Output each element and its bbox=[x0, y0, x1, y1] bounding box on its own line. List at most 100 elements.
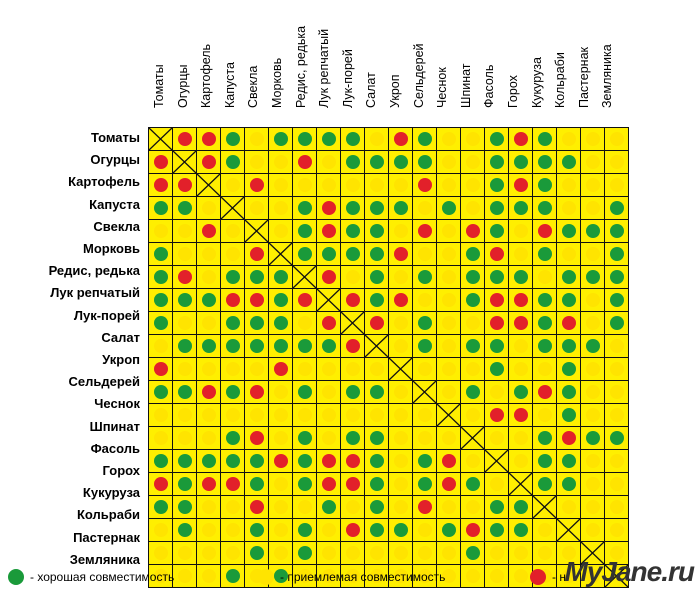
good-dot-icon bbox=[177, 384, 192, 399]
compatibility-cell bbox=[244, 518, 269, 542]
row-label: Сельдерей bbox=[68, 374, 140, 390]
acceptable-dot-icon bbox=[369, 545, 384, 560]
good-dot-icon bbox=[273, 315, 288, 330]
bad-dot-icon bbox=[321, 476, 336, 491]
column-label-text: Фасоль bbox=[482, 64, 497, 108]
compatibility-cell bbox=[484, 380, 509, 404]
compatibility-cell bbox=[316, 541, 341, 565]
compatibility-cell bbox=[508, 242, 533, 266]
compatibility-cell bbox=[292, 127, 317, 151]
compatibility-cell bbox=[148, 403, 173, 427]
bad-dot-icon bbox=[225, 476, 240, 491]
compatibility-cell bbox=[412, 288, 437, 312]
good-dot-icon bbox=[273, 269, 288, 284]
acceptable-dot-icon bbox=[345, 269, 360, 284]
compatibility-cell bbox=[484, 426, 509, 450]
column-label-text: Лук-порей bbox=[340, 49, 355, 108]
compatibility-cell bbox=[292, 173, 317, 197]
acceptable-dot-icon bbox=[441, 154, 456, 169]
row-label: Шпинат bbox=[89, 418, 140, 434]
compatibility-cell bbox=[508, 380, 533, 404]
acceptable-dot-icon bbox=[177, 361, 192, 376]
acceptable-dot-icon bbox=[273, 177, 288, 192]
compatibility-cell bbox=[508, 196, 533, 220]
good-dot-icon bbox=[273, 568, 288, 583]
acceptable-dot-icon bbox=[585, 177, 600, 192]
bad-dot-icon bbox=[249, 384, 264, 399]
yellow-dot-icon bbox=[258, 569, 274, 585]
compatibility-cell bbox=[436, 265, 461, 289]
good-dot-icon bbox=[177, 292, 192, 307]
bad-dot-icon bbox=[465, 223, 480, 238]
good-dot-icon bbox=[513, 384, 528, 399]
compatibility-cell bbox=[604, 288, 629, 312]
good-dot-icon bbox=[609, 430, 624, 445]
compatibility-cell bbox=[196, 449, 221, 473]
row-label: Лук репчатый bbox=[50, 285, 140, 301]
compatibility-cell bbox=[292, 541, 317, 565]
compatibility-cell bbox=[172, 518, 197, 542]
acceptable-dot-icon bbox=[225, 522, 240, 537]
compatibility-cell bbox=[268, 311, 293, 335]
compatibility-cell bbox=[172, 242, 197, 266]
compatibility-cell bbox=[604, 334, 629, 358]
compatibility-cell bbox=[316, 196, 341, 220]
compatibility-cell bbox=[364, 426, 389, 450]
compatibility-cell bbox=[148, 472, 173, 496]
acceptable-dot-icon bbox=[201, 200, 216, 215]
compatibility-cell bbox=[412, 265, 437, 289]
compatibility-cell bbox=[412, 127, 437, 151]
good-dot-icon bbox=[561, 476, 576, 491]
good-dot-icon bbox=[297, 338, 312, 353]
row-label: Огурцы bbox=[90, 152, 140, 168]
bad-dot-icon bbox=[345, 292, 360, 307]
compatibility-cell bbox=[268, 380, 293, 404]
compatibility-cell bbox=[388, 311, 413, 335]
good-dot-icon bbox=[153, 292, 168, 307]
compatibility-cell bbox=[364, 127, 389, 151]
diagonal-cross-cell bbox=[508, 472, 533, 496]
grid-table bbox=[148, 127, 629, 588]
acceptable-dot-icon bbox=[465, 499, 480, 514]
compatibility-cell bbox=[508, 564, 533, 588]
bad-dot-icon bbox=[513, 131, 528, 146]
compatibility-cell bbox=[196, 518, 221, 542]
bad-dot-icon bbox=[489, 292, 504, 307]
column-label-text: Капуста bbox=[222, 62, 237, 108]
compatibility-cell bbox=[556, 150, 581, 174]
acceptable-dot-icon bbox=[465, 154, 480, 169]
acceptable-dot-icon bbox=[393, 453, 408, 468]
good-dot-icon bbox=[537, 315, 552, 330]
compatibility-cell bbox=[316, 449, 341, 473]
row-label: Кукуруза bbox=[82, 485, 140, 501]
column-label: Чеснок bbox=[435, 4, 451, 122]
acceptable-dot-icon bbox=[561, 568, 576, 583]
compatibility-cell bbox=[388, 219, 413, 243]
acceptable-dot-icon bbox=[585, 246, 600, 261]
compatibility-cell bbox=[580, 449, 605, 473]
compatibility-cell bbox=[460, 265, 485, 289]
column-label-text: Шпинат bbox=[458, 63, 473, 108]
compatibility-cell bbox=[364, 219, 389, 243]
grid-row bbox=[148, 173, 629, 197]
compatibility-cell bbox=[604, 495, 629, 519]
bad-dot-icon bbox=[345, 453, 360, 468]
bad-dot-icon bbox=[369, 315, 384, 330]
compatibility-cell bbox=[580, 311, 605, 335]
good-dot-icon bbox=[561, 338, 576, 353]
compatibility-cell bbox=[148, 357, 173, 381]
compatibility-cell bbox=[484, 541, 509, 565]
good-dot-icon bbox=[561, 223, 576, 238]
compatibility-cell bbox=[148, 173, 173, 197]
acceptable-dot-icon bbox=[441, 315, 456, 330]
acceptable-dot-icon bbox=[201, 407, 216, 422]
acceptable-dot-icon bbox=[153, 522, 168, 537]
compatibility-cell bbox=[244, 357, 269, 381]
acceptable-dot-icon bbox=[393, 177, 408, 192]
acceptable-dot-icon bbox=[585, 476, 600, 491]
compatibility-cell bbox=[220, 150, 245, 174]
good-dot-icon bbox=[465, 338, 480, 353]
compatibility-cell bbox=[148, 311, 173, 335]
acceptable-dot-icon bbox=[465, 453, 480, 468]
compatibility-cell bbox=[484, 219, 509, 243]
